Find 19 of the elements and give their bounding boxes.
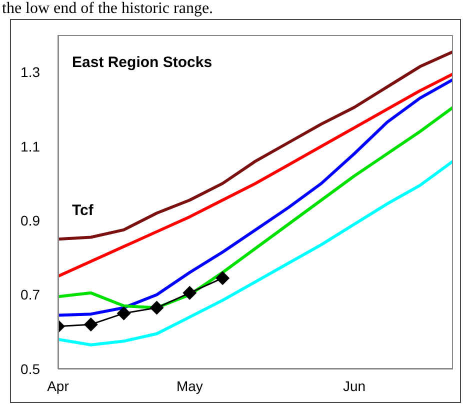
text: the low end of the historic range. [2, 0, 214, 17]
y-tick-label: 1.1 [20, 138, 40, 154]
point [216, 271, 230, 286]
y-tick-label: 1.3 [20, 64, 40, 80]
y-tick-label: 0.9 [20, 212, 40, 229]
point [182, 286, 197, 300]
y-tick-label: 0.7 [20, 286, 40, 303]
text: East Region Stocks [72, 54, 212, 71]
line-series [58, 160, 453, 346]
point [116, 306, 131, 320]
x-tick-label: Apr [47, 378, 70, 394]
y-tick-label: 0.5 [20, 360, 40, 377]
x-tick-label: May [176, 378, 203, 394]
x-tick-label: Jun [342, 378, 366, 394]
point [150, 300, 164, 315]
point [84, 317, 98, 332]
line-series [58, 50, 453, 241]
y-axis-title: Tcf [72, 202, 94, 219]
line-series [58, 72, 453, 278]
